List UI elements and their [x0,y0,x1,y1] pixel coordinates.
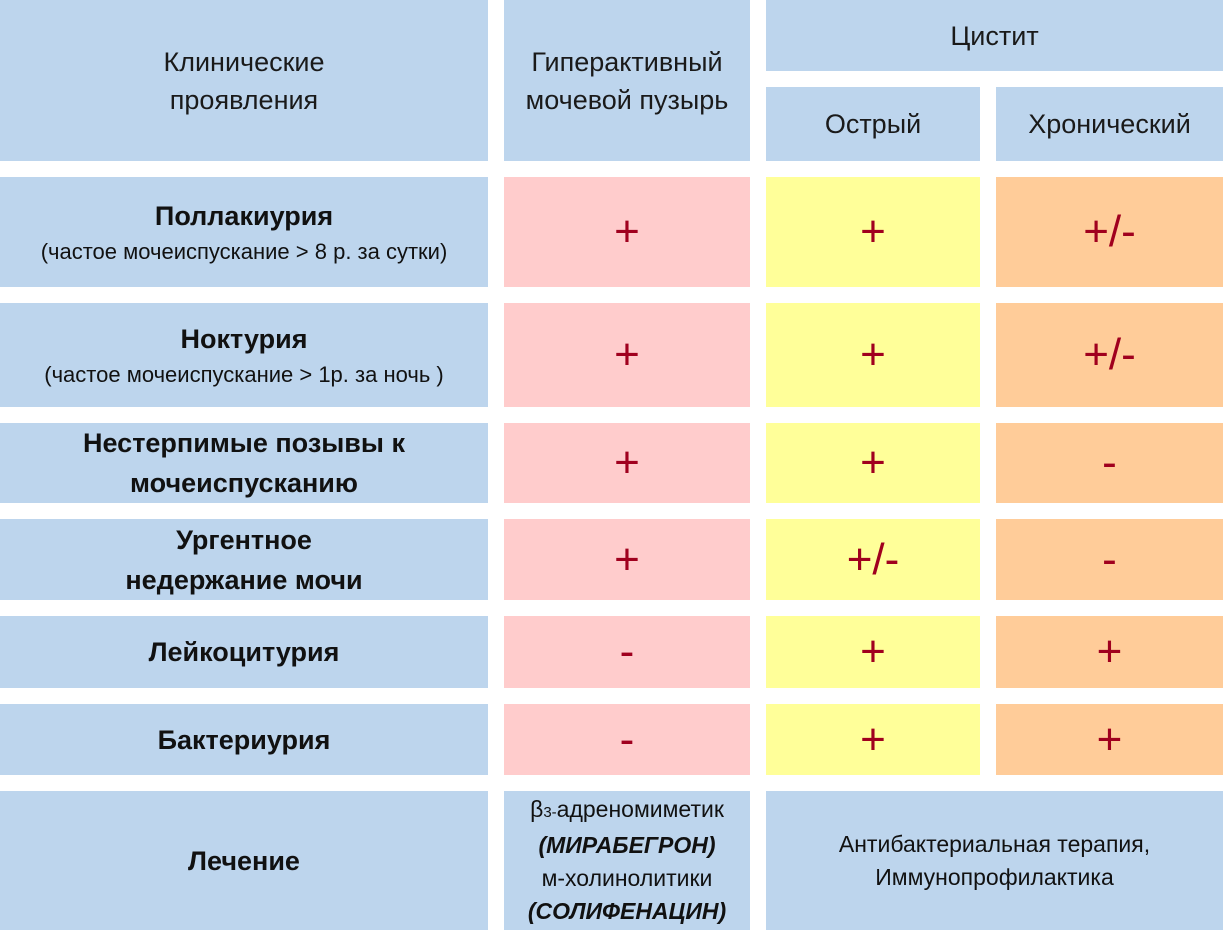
row-treatment-label: Лечение [0,791,488,930]
beta-symbol: β [530,796,544,822]
row-title: Лейкоцитурия [148,637,340,667]
header-acute-label: Острый [824,109,922,139]
header-cystitis-label: Цистит [950,20,1039,51]
mark-value: - [619,714,635,764]
row-treatment-oab: β3-адреномиметик (МИРАБЕГРОН) м-холиноли… [504,791,750,930]
row-urgency-acute: + [766,423,980,503]
row-urgency-chronic: - [996,423,1223,503]
mark-value: - [619,627,635,676]
treatment-immunoprophylaxis: Иммунопрофилактика [875,863,1114,890]
row-treatment-cystitis: Антибактериальная терапия, Иммунопрофила… [766,791,1223,930]
row-nocturia-acute: + [766,303,980,407]
mark-value: + [860,207,886,256]
mark-value: + [614,207,640,256]
row-title: Поллакиурия [154,201,334,231]
treatment-antibacterial: Антибактериальная терапия, [838,830,1151,857]
mark-value: - [1102,534,1117,584]
row-bacteriuria-acute: + [766,704,980,775]
mark-value: + [860,438,886,487]
treatment-solifenacin: (СОЛИФЕНАЦИН) [527,898,727,924]
row-title: Лечение [188,845,300,876]
row-subtitle: (частое мочеиспускание > 8 р. за сутки) [40,239,448,264]
mark-value: + [1096,627,1123,676]
mark-value: + [860,627,886,676]
row-nocturia-chronic: +/- [996,303,1223,407]
header-acute: Острый [766,87,980,161]
row-urge-incontinence-oab: + [504,519,750,600]
row-pollakiuria-label: Поллакиурия (частое мочеиспускание > 8 р… [0,177,488,287]
row-pollakiuria-oab: + [504,177,750,287]
header-chronic-label: Хронический [1028,109,1191,139]
row-bacteriuria-oab: - [504,704,750,775]
row-urge-incontinence-chronic: - [996,519,1223,600]
mark-value: + [614,438,640,487]
header-clinical: Клинические проявления [0,0,488,161]
row-leukocyturia-label: Лейкоцитурия [0,616,488,688]
row-urge-incontinence-acute: +/- [766,519,980,600]
mark-value: + [860,714,886,764]
beta-subscript: 3- [543,804,557,821]
row-nocturia-oab: + [504,303,750,407]
header-overactive-bladder: Гиперактивный мочевой пузырь [504,0,750,161]
row-subtitle: (частое мочеиспускание > 1р. за ночь ) [44,362,444,387]
row-nocturia-label: Ноктурия (частое мочеиспускание > 1р. за… [0,303,488,407]
row-leukocyturia-chronic: + [996,616,1223,688]
mark-value: - [1102,438,1117,487]
header-clinical-label: Клинические проявления [163,46,325,115]
treatment-beta3-line: β3-адреномиметик [530,793,724,829]
header-chronic: Хронический [996,87,1223,161]
row-urgency-label: Нестерпимые позывы к мочеиспусканию [0,423,488,503]
row-leukocyturia-acute: + [766,616,980,688]
row-urgency-oab: + [504,423,750,503]
row-leukocyturia-oab: - [504,616,750,688]
row-bacteriuria-label: Бактериурия [0,704,488,775]
mark-value: + [614,534,640,584]
row-pollakiuria-acute: + [766,177,980,287]
mark-value: +/- [846,534,900,584]
treatment-mirabegron: (МИРАБЕГРОН) [538,832,716,858]
row-title: Ургентное недержание мочи [125,524,363,595]
row-title: Ноктурия [180,324,308,354]
row-urge-incontinence-label: Ургентное недержание мочи [0,519,488,600]
mark-value: + [1096,714,1123,764]
row-bacteriuria-chronic: + [996,704,1223,775]
beta-rest: адреномиметик [556,796,724,822]
mark-value: + [860,330,886,379]
mark-value: +/- [1083,330,1136,379]
header-overactive-label: Гиперактивный мочевой пузырь [525,46,729,115]
row-title: Бактериурия [157,724,331,755]
row-pollakiuria-chronic: +/- [996,177,1223,287]
header-cystitis: Цистит [766,0,1223,71]
treatment-anticholinergics: м-холинолитики [541,865,713,891]
row-title: Нестерпимые позывы к мочеиспусканию [83,428,405,498]
mark-value: + [614,330,640,379]
mark-value: +/- [1083,207,1136,256]
